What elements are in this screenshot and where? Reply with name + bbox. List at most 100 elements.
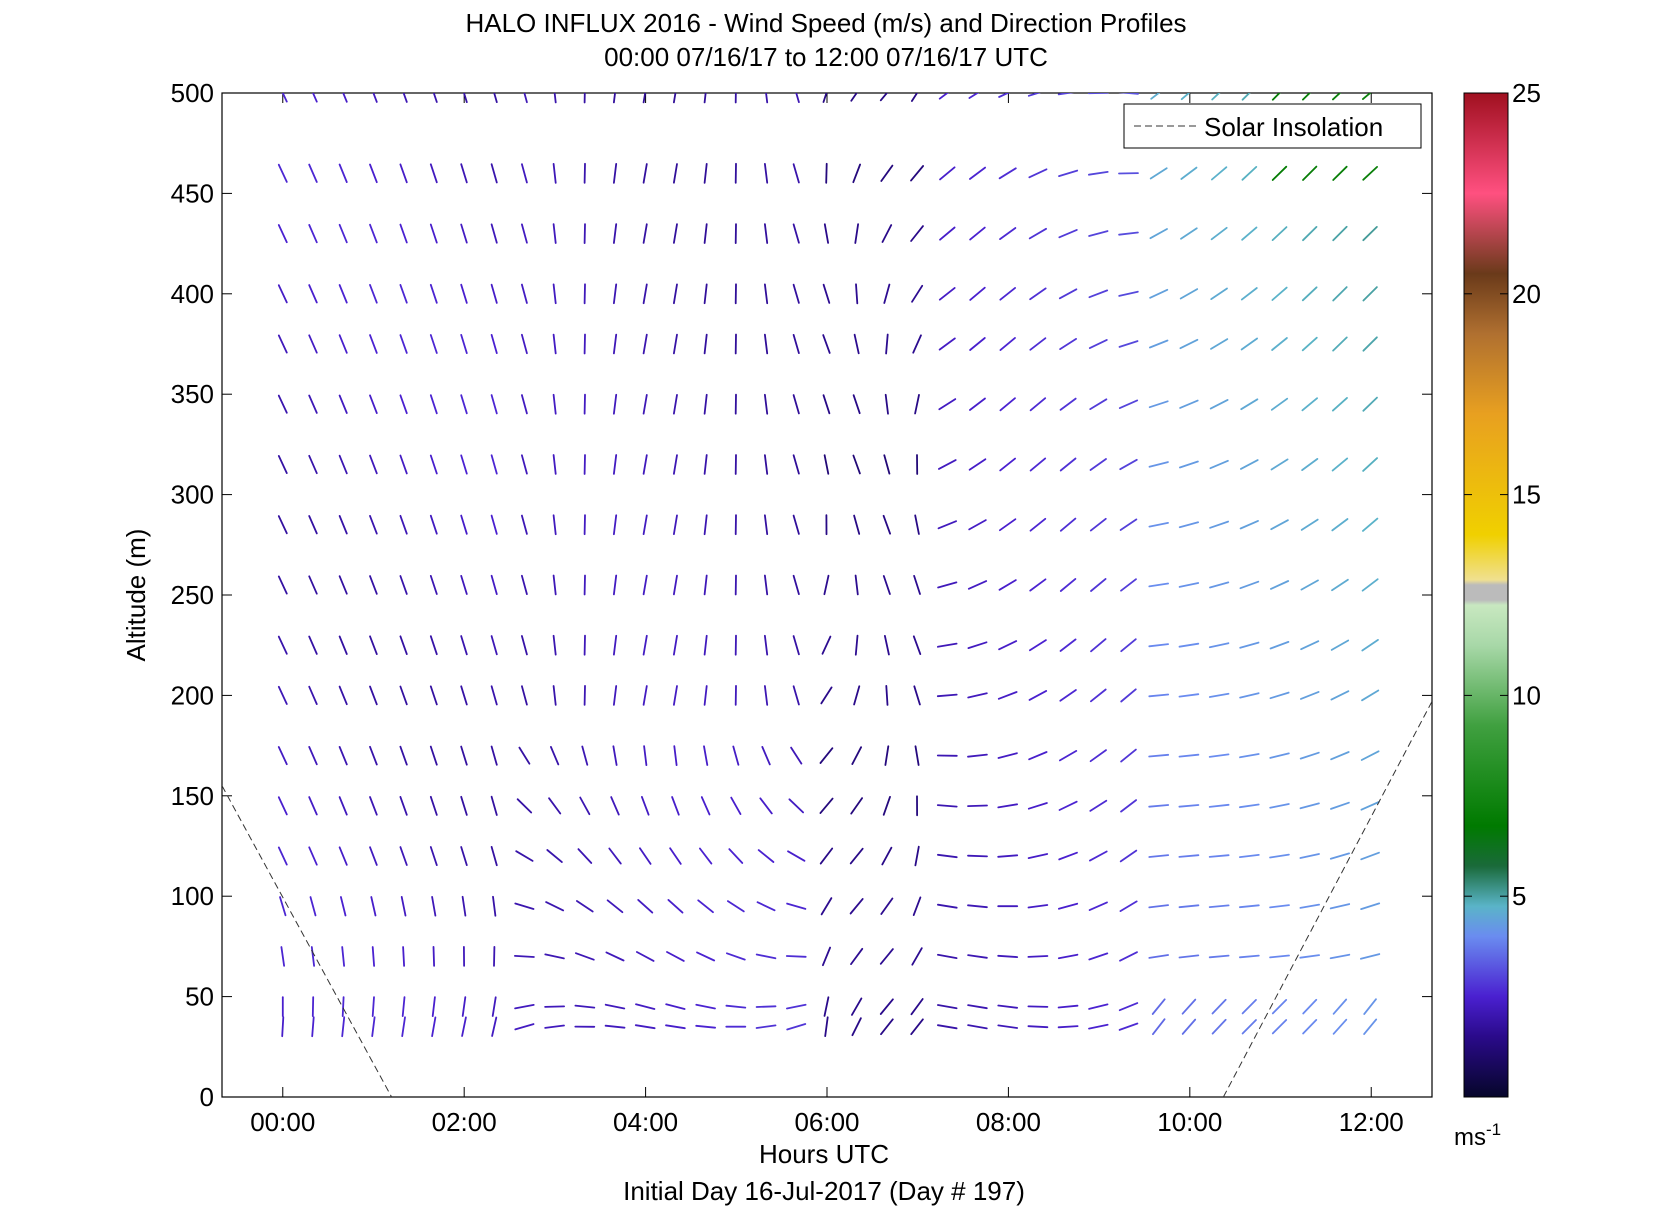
wind-vector [1180,93,1191,101]
wind-vector [369,685,378,706]
wind-vector [669,847,682,865]
wind-vector [999,227,1017,241]
wind-vector [969,166,986,180]
wind-vector [1299,751,1320,760]
wind-vector [910,998,924,1016]
wind-vector [338,223,348,244]
wind-vector [613,223,618,244]
wind-vector [792,223,800,244]
wind-vector [792,454,800,475]
wind-vector [1362,286,1378,302]
wind-vector [1090,688,1107,703]
wind-vector [308,334,318,354]
wind-vector [612,745,618,766]
wind-vector [673,283,678,305]
wind-vector [1118,1002,1139,1012]
wind-vector [1028,690,1048,701]
wind-vector [937,642,958,648]
wind-vector [673,574,678,596]
wind-vector [552,634,557,656]
wind-vector [1028,751,1048,761]
wind-vector [1059,750,1078,762]
wind-vector [1120,638,1137,653]
wind-vector [1088,901,1108,911]
wind-vector [277,224,288,244]
wind-vector [1299,853,1320,859]
wind-vector [1119,458,1138,471]
wind-vector [552,685,557,706]
wind-vector [764,634,769,656]
wind-vector [1300,579,1319,591]
colorbar: 5 10 15 20 25 ms-1 [1454,78,1541,1151]
wind-vector [1027,955,1049,958]
wind-vector [727,900,745,913]
wind-vector [912,334,922,354]
wind-vector [880,1018,894,1036]
wind-vector [1148,854,1170,858]
wind-vector [967,854,988,858]
wind-vector [461,1016,467,1037]
colorbar-tick-label: 5 [1512,881,1526,911]
wind-vector [910,1018,924,1036]
wind-vector [998,93,1010,98]
wind-vector [1360,851,1380,861]
wind-vector [1329,852,1350,860]
chart-subtitle: 00:00 07/16/17 to 12:00 07/16/17 UTC [604,42,1048,72]
wind-vector [1029,639,1047,652]
wind-vector [703,283,708,305]
wind-vector [1148,693,1170,698]
wind-vector [1148,582,1169,588]
wind-vector [460,795,468,816]
wind-vector [1118,340,1139,348]
wind-vector [1269,691,1290,700]
wind-vector [490,795,498,816]
wind-vector [1179,460,1199,469]
wind-vector [342,93,348,103]
wind-vector [1090,578,1107,592]
wind-vector [703,333,708,355]
wind-vector [460,685,468,706]
wind-vector [697,899,714,914]
wind-vector [1208,904,1230,908]
wind-vector [1089,850,1108,862]
wind-vector [967,753,988,758]
wind-vector [1208,854,1230,858]
wind-vector [849,898,864,915]
wind-vector [912,635,922,655]
wind-vector [968,519,987,531]
wind-vector [881,846,893,866]
wind-vector [1179,288,1199,300]
wind-vector [673,634,678,656]
wind-vector [1331,518,1349,532]
wind-vector [1332,93,1342,101]
wind-vector [1029,337,1047,351]
wind-vector [937,953,958,959]
wind-vector [764,514,769,535]
wind-vector [401,996,406,1017]
wind-vector [673,454,678,475]
wind-vector [1209,581,1230,589]
wind-vector [1211,998,1227,1015]
wind-vector [552,514,557,536]
wind-vector [1363,998,1377,1015]
wind-vector [850,797,863,815]
wind-vector [1180,227,1198,240]
wind-vector [1089,398,1108,411]
wind-vector [371,996,375,1017]
wind-vector [1088,289,1109,299]
wind-vector [1088,1003,1109,1010]
wind-vector [1330,639,1350,651]
wind-vector [703,514,708,536]
wind-vector [1332,998,1348,1015]
wind-vector [1301,336,1318,352]
wind-vector [1362,517,1379,532]
wind-vector [1149,339,1169,349]
wind-vector [1089,458,1107,471]
wind-vector [1240,398,1259,411]
wind-vector [703,223,708,244]
wind-vector [937,1004,958,1010]
wind-vector [1178,804,1200,808]
wind-vector [490,685,498,706]
wind-vector [1209,520,1229,529]
wind-vector [854,574,859,596]
